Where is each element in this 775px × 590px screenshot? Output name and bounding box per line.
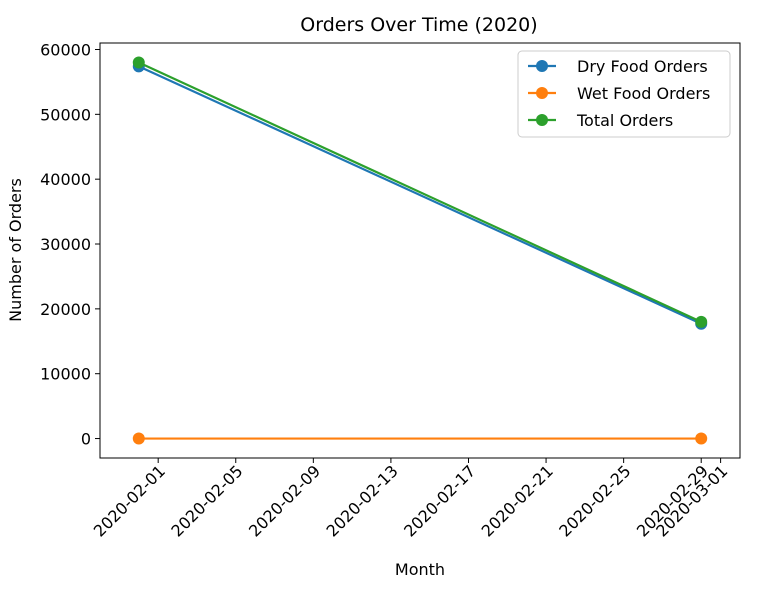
legend-box xyxy=(517,50,731,138)
x-tick-label: 2020-02-13 xyxy=(323,461,402,540)
x-tick-label: 2020-02-01 xyxy=(90,461,169,540)
x-tick-label: 2020-02-09 xyxy=(245,461,324,540)
x-tick-label: 2020-02-17 xyxy=(400,461,479,540)
x-tick-label: 2020-02-25 xyxy=(555,461,634,540)
y-tick-label: 60000 xyxy=(40,40,91,59)
legend-marker xyxy=(536,114,548,126)
y-tick-label: 50000 xyxy=(40,105,91,124)
data-point xyxy=(695,315,708,328)
legend-marker xyxy=(536,87,548,99)
x-axis-label: Month xyxy=(395,560,445,579)
data-point xyxy=(132,56,145,69)
series-line xyxy=(138,61,702,323)
legend-label: Total Orders xyxy=(576,111,673,130)
y-tick-label: 30000 xyxy=(40,235,91,254)
data-point xyxy=(132,432,145,445)
chart-title: Orders Over Time (2020) xyxy=(300,14,537,36)
legend: Dry Food Orders Wet Food Orders Total Orde… xyxy=(517,50,731,138)
x-tick-label: 2020-02-21 xyxy=(478,461,557,540)
series-layer xyxy=(132,56,708,445)
y-tick-label: 0 xyxy=(81,430,91,449)
y-tick-label: 20000 xyxy=(40,300,91,319)
y-tick-label: 40000 xyxy=(40,170,91,189)
series-line xyxy=(138,65,702,325)
y-tick-label: 10000 xyxy=(40,365,91,384)
y-axis-label: Number of Orders xyxy=(6,178,25,322)
legend-marker xyxy=(536,60,548,72)
legend-label: Dry Food Orders xyxy=(577,57,708,76)
plot-frame xyxy=(99,42,741,459)
x-tick-label: 2020-02-05 xyxy=(167,461,246,540)
data-point xyxy=(695,432,708,445)
x-axis-ticks: 2020-02-012020-02-052020-02-092020-02-13… xyxy=(90,458,731,541)
legend-label: Wet Food Orders xyxy=(577,84,710,103)
y-axis-ticks: 0 10000 20000 30000 40000 50000 60000 xyxy=(40,40,100,449)
